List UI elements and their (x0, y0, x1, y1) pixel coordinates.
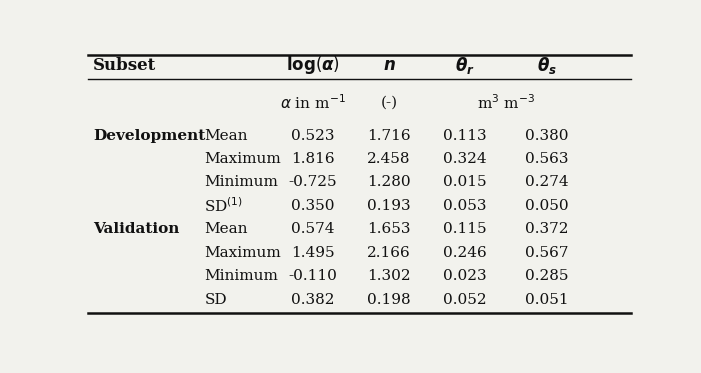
Text: 0.193: 0.193 (367, 199, 411, 213)
Text: 1.495: 1.495 (292, 246, 335, 260)
Text: 0.567: 0.567 (525, 246, 569, 260)
Text: Minimum: Minimum (205, 175, 278, 189)
Text: Development: Development (93, 129, 205, 142)
Text: 1.716: 1.716 (367, 129, 411, 142)
Text: Mean: Mean (205, 222, 248, 236)
Text: 0.115: 0.115 (444, 222, 487, 236)
Text: 0.050: 0.050 (525, 199, 569, 213)
Text: Minimum: Minimum (205, 269, 278, 283)
Text: 2.458: 2.458 (367, 152, 411, 166)
Text: 0.246: 0.246 (443, 246, 487, 260)
Text: SD$^{(1)}$: SD$^{(1)}$ (205, 197, 243, 215)
Text: 0.051: 0.051 (525, 293, 569, 307)
Text: $\boldsymbol{\theta}_{\boldsymbol{s}}$: $\boldsymbol{\theta}_{\boldsymbol{s}}$ (537, 54, 557, 76)
Text: 0.285: 0.285 (525, 269, 569, 283)
Text: 1.653: 1.653 (367, 222, 411, 236)
Text: 0.574: 0.574 (292, 222, 335, 236)
Text: -0.725: -0.725 (289, 175, 337, 189)
Text: Maximum: Maximum (205, 246, 281, 260)
Text: Subset: Subset (93, 57, 156, 73)
Text: 0.523: 0.523 (292, 129, 335, 142)
Text: $\alpha$ in m$^{-1}$: $\alpha$ in m$^{-1}$ (280, 93, 346, 112)
Text: Maximum: Maximum (205, 152, 281, 166)
Text: 0.350: 0.350 (292, 199, 335, 213)
Text: SD: SD (205, 293, 227, 307)
Text: 0.198: 0.198 (367, 293, 411, 307)
Text: 0.274: 0.274 (525, 175, 569, 189)
Text: 2.166: 2.166 (367, 246, 411, 260)
Text: 0.382: 0.382 (292, 293, 335, 307)
Text: $\mathbf{log}(\boldsymbol{\alpha})$: $\mathbf{log}(\boldsymbol{\alpha})$ (286, 54, 340, 76)
Text: 0.380: 0.380 (525, 129, 569, 142)
Text: Mean: Mean (205, 129, 248, 142)
Text: $\boldsymbol{n}$: $\boldsymbol{n}$ (383, 57, 395, 73)
Text: Validation: Validation (93, 222, 179, 236)
Text: 0.023: 0.023 (444, 269, 487, 283)
Text: 0.372: 0.372 (525, 222, 569, 236)
Text: 1.280: 1.280 (367, 175, 411, 189)
Text: $\boldsymbol{\theta}_{\boldsymbol{r}}$: $\boldsymbol{\theta}_{\boldsymbol{r}}$ (455, 54, 475, 76)
Text: 0.015: 0.015 (444, 175, 487, 189)
Text: 1.816: 1.816 (292, 152, 335, 166)
Text: m$^{3}$ m$^{-3}$: m$^{3}$ m$^{-3}$ (477, 93, 535, 112)
Text: 0.053: 0.053 (444, 199, 487, 213)
Text: 0.052: 0.052 (444, 293, 487, 307)
Text: 0.113: 0.113 (444, 129, 487, 142)
Text: -0.110: -0.110 (289, 269, 337, 283)
Text: 1.302: 1.302 (367, 269, 411, 283)
Text: 0.324: 0.324 (444, 152, 487, 166)
Text: (-): (-) (381, 96, 397, 110)
Text: 0.563: 0.563 (525, 152, 569, 166)
